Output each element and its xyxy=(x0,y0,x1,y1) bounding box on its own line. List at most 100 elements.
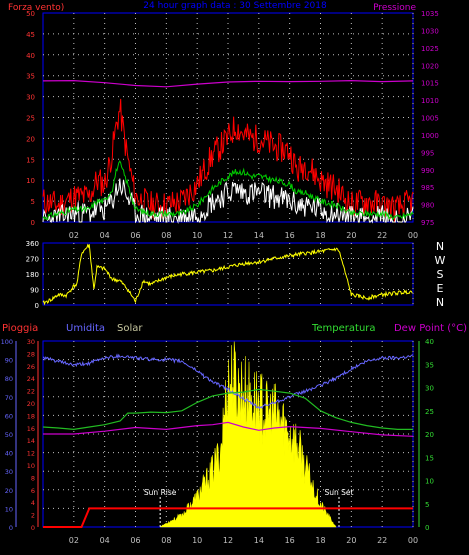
rain-axis-tick: 26 xyxy=(27,363,35,371)
humidity-axis-label: Umidita xyxy=(66,323,105,334)
wind-gust-line xyxy=(42,98,414,223)
pressure-axis-tick: 1030 xyxy=(421,27,439,35)
temperature-axis-tick: 25 xyxy=(425,408,434,416)
rain-axis-tick: 20 xyxy=(27,400,35,408)
pressure-axis-tick: 1005 xyxy=(421,115,439,123)
pressure-axis-tick: 1020 xyxy=(421,62,439,70)
wind-direction-line xyxy=(42,243,413,306)
temperature-line xyxy=(42,388,413,431)
x-tick-label: 14 xyxy=(254,536,264,545)
x-tick-label: 06 xyxy=(130,231,140,240)
pressure-axis-label: Pressione xyxy=(373,3,416,13)
pressure-axis-tick: 980 xyxy=(421,202,434,210)
x-tick-label: 04 xyxy=(100,231,110,240)
wind-axis-label: Forza vento) xyxy=(8,3,64,13)
dew-point-axis-label: Dew Point (°C) xyxy=(394,323,467,334)
temperature-axis-tick: 30 xyxy=(425,385,434,393)
humidity-axis-tick: 40 xyxy=(5,450,13,458)
temperature-axis-tick: 5 xyxy=(425,501,429,509)
pressure-axis-tick: 995 xyxy=(421,149,434,157)
x-tick-label: 04 xyxy=(100,536,110,545)
x-tick-label: 02 xyxy=(69,536,79,545)
rain-axis-tick: 2 xyxy=(31,512,35,520)
rain-axis-tick: 24 xyxy=(27,375,35,383)
temperature-axis-tick: 10 xyxy=(425,478,434,486)
rain-axis-tick: 10 xyxy=(27,462,35,470)
sunrise-label: Sun Rise xyxy=(144,488,177,497)
compass-label: N xyxy=(436,296,444,309)
temperature-axis-tick: 0 xyxy=(425,524,429,532)
wind-axis-tick: 30 xyxy=(26,94,35,102)
humidity-axis-tick: 70 xyxy=(5,394,13,402)
rain-axis-tick: 28 xyxy=(27,350,35,358)
sunset-label: Sun Set xyxy=(325,488,354,497)
wind-axis-tick: 45 xyxy=(26,31,35,39)
wind-axis-tick: 10 xyxy=(26,177,35,185)
wind-axis-tick: 0 xyxy=(31,219,35,227)
x-tick-label: 18 xyxy=(315,231,325,240)
x-tick-label: 22 xyxy=(377,231,387,240)
direction-axis-tick: 360 xyxy=(26,240,39,248)
humidity-axis-tick: 80 xyxy=(5,375,13,383)
rain-axis-tick: 22 xyxy=(27,388,35,396)
x-tick-label: 12 xyxy=(223,536,233,545)
humidity-axis-tick: 20 xyxy=(5,487,13,495)
temperature-axis-tick: 40 xyxy=(425,338,434,346)
compass-label: E xyxy=(437,282,444,295)
x-tick-label: 16 xyxy=(285,536,295,545)
wind-axis-tick: 20 xyxy=(26,135,35,143)
x-tick-label: 08 xyxy=(161,536,171,545)
x-tick-label: 06 xyxy=(130,536,140,545)
compass-label: W xyxy=(435,254,446,267)
x-tick-label: 08 xyxy=(161,231,171,240)
direction-axis-tick: 270 xyxy=(26,256,39,264)
rain-axis-tick: 16 xyxy=(27,425,35,433)
x-tick-label: 14 xyxy=(254,231,264,240)
direction-axis-tick: 180 xyxy=(26,271,39,279)
wind-speed-line xyxy=(42,178,414,224)
wind-axis-tick: 25 xyxy=(26,115,35,123)
rain-axis-tick: 18 xyxy=(27,412,35,420)
rain-axis-tick: 4 xyxy=(31,499,35,507)
rain-axis-tick: 0 xyxy=(31,524,35,532)
x-tick-label: 00 xyxy=(408,231,418,240)
humidity-axis-tick: 60 xyxy=(5,412,13,420)
x-tick-label: 10 xyxy=(192,536,202,545)
rain-axis-tick: 12 xyxy=(27,450,35,458)
x-tick-label: 18 xyxy=(315,536,325,545)
x-tick-label: 00 xyxy=(408,536,418,545)
pressure-axis-tick: 990 xyxy=(421,167,434,175)
humidity-axis-tick: 30 xyxy=(5,468,13,476)
wind-axis-tick: 50 xyxy=(26,10,35,18)
x-tick-label: 20 xyxy=(346,231,356,240)
pressure-axis-tick: 1035 xyxy=(421,10,439,18)
pressure-axis-tick: 1025 xyxy=(421,45,439,53)
pressure-axis-tick: 1000 xyxy=(421,132,439,140)
wind-axis-tick: 5 xyxy=(31,198,35,206)
x-tick-label: 16 xyxy=(285,231,295,240)
pressure-axis-tick: 1010 xyxy=(421,97,439,105)
compass-label: S xyxy=(437,268,444,281)
temperature-axis-tick: 20 xyxy=(425,431,434,439)
rain-axis-tick: 30 xyxy=(27,338,35,346)
pressure-axis-tick: 975 xyxy=(421,219,434,227)
pressure-axis-tick: 1015 xyxy=(421,80,439,88)
dew-point-line xyxy=(43,421,414,437)
x-tick-label: 12 xyxy=(223,231,233,240)
x-tick-label: 22 xyxy=(377,536,387,545)
pressure-axis-tick: 985 xyxy=(421,184,434,192)
chart-title: 24 hour graph data : 30 Settembre 2018 xyxy=(143,1,327,11)
humidity-axis-tick: 10 xyxy=(5,505,13,513)
solar-axis-label: Solar xyxy=(117,323,143,334)
rain-axis-label: Pioggia xyxy=(2,323,38,334)
rain-axis-tick: 6 xyxy=(31,487,35,495)
direction-axis-tick: 90 xyxy=(30,287,39,295)
x-tick-label: 10 xyxy=(192,231,202,240)
rain-axis-tick: 14 xyxy=(27,437,35,445)
x-tick-label: 02 xyxy=(69,231,79,240)
wind-average-line xyxy=(42,160,414,221)
wind-axis-tick: 35 xyxy=(26,73,35,81)
wind-axis-tick: 40 xyxy=(26,52,35,60)
